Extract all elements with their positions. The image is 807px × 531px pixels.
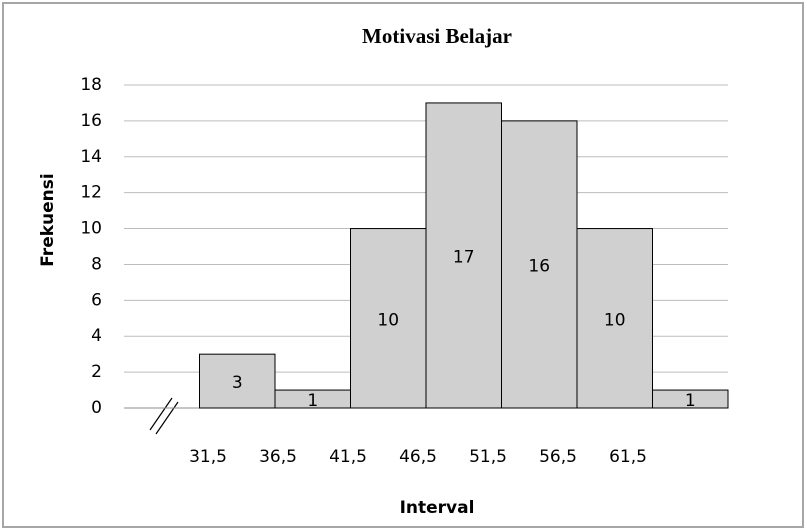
bar [425, 102, 502, 409]
y-tick-label: 14 [80, 147, 102, 167]
y-tick-label: 2 [91, 362, 102, 382]
data-label: 1 [685, 391, 696, 411]
y-tick-label: 0 [91, 398, 102, 418]
data-label: 3 [232, 373, 243, 393]
data-label: 16 [528, 256, 550, 276]
y-tick-label: 8 [91, 254, 102, 274]
bar [576, 228, 653, 409]
y-tick-label: 10 [80, 219, 102, 239]
y-tick-label: 16 [80, 111, 102, 131]
y-tick-label: 18 [80, 75, 102, 95]
bar [501, 120, 578, 409]
data-label: 10 [377, 310, 399, 330]
data-label: 17 [453, 247, 475, 267]
y-axis-label: Frekuensi [38, 173, 58, 266]
bar [199, 353, 276, 409]
x-axis-label: Interval [400, 498, 475, 518]
break-line [155, 401, 179, 435]
y-tick-label: 6 [91, 290, 102, 310]
break-line [149, 397, 173, 431]
x-tick-label: 46,5 [399, 447, 437, 467]
bar [652, 389, 729, 409]
x-tick-label: 36,5 [259, 447, 297, 467]
x-tick-label: 41,5 [329, 447, 367, 467]
x-tick-label: 51,5 [469, 447, 507, 467]
x-tick-label: 56,5 [539, 447, 577, 467]
x-tick-label: 61,5 [609, 447, 647, 467]
x-tick-label: 31,5 [189, 447, 227, 467]
data-label: 1 [307, 391, 318, 411]
chart-title: Motivasi Belajar [362, 24, 512, 48]
y-tick-label: 4 [91, 326, 102, 346]
data-label: 10 [604, 310, 626, 330]
bar [350, 228, 427, 409]
y-tick-label: 12 [80, 183, 102, 203]
axis-break [149, 397, 179, 435]
